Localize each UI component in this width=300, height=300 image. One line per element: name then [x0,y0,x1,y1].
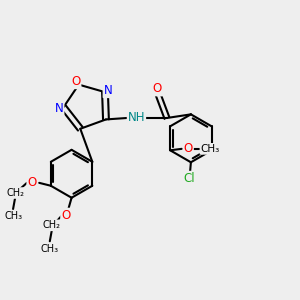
Text: O: O [184,142,193,155]
Text: N: N [103,84,112,97]
Text: CH₃: CH₃ [200,144,220,154]
Text: CH₂: CH₂ [6,188,24,198]
Text: NH: NH [128,112,145,124]
Text: O: O [153,82,162,95]
Text: O: O [61,209,70,222]
Text: O: O [71,75,80,88]
Text: O: O [27,176,37,189]
Text: Cl: Cl [184,172,195,185]
Text: CH₃: CH₃ [41,244,59,254]
Text: N: N [55,102,64,115]
Text: CH₃: CH₃ [4,211,22,221]
Text: CH₂: CH₂ [43,220,61,230]
